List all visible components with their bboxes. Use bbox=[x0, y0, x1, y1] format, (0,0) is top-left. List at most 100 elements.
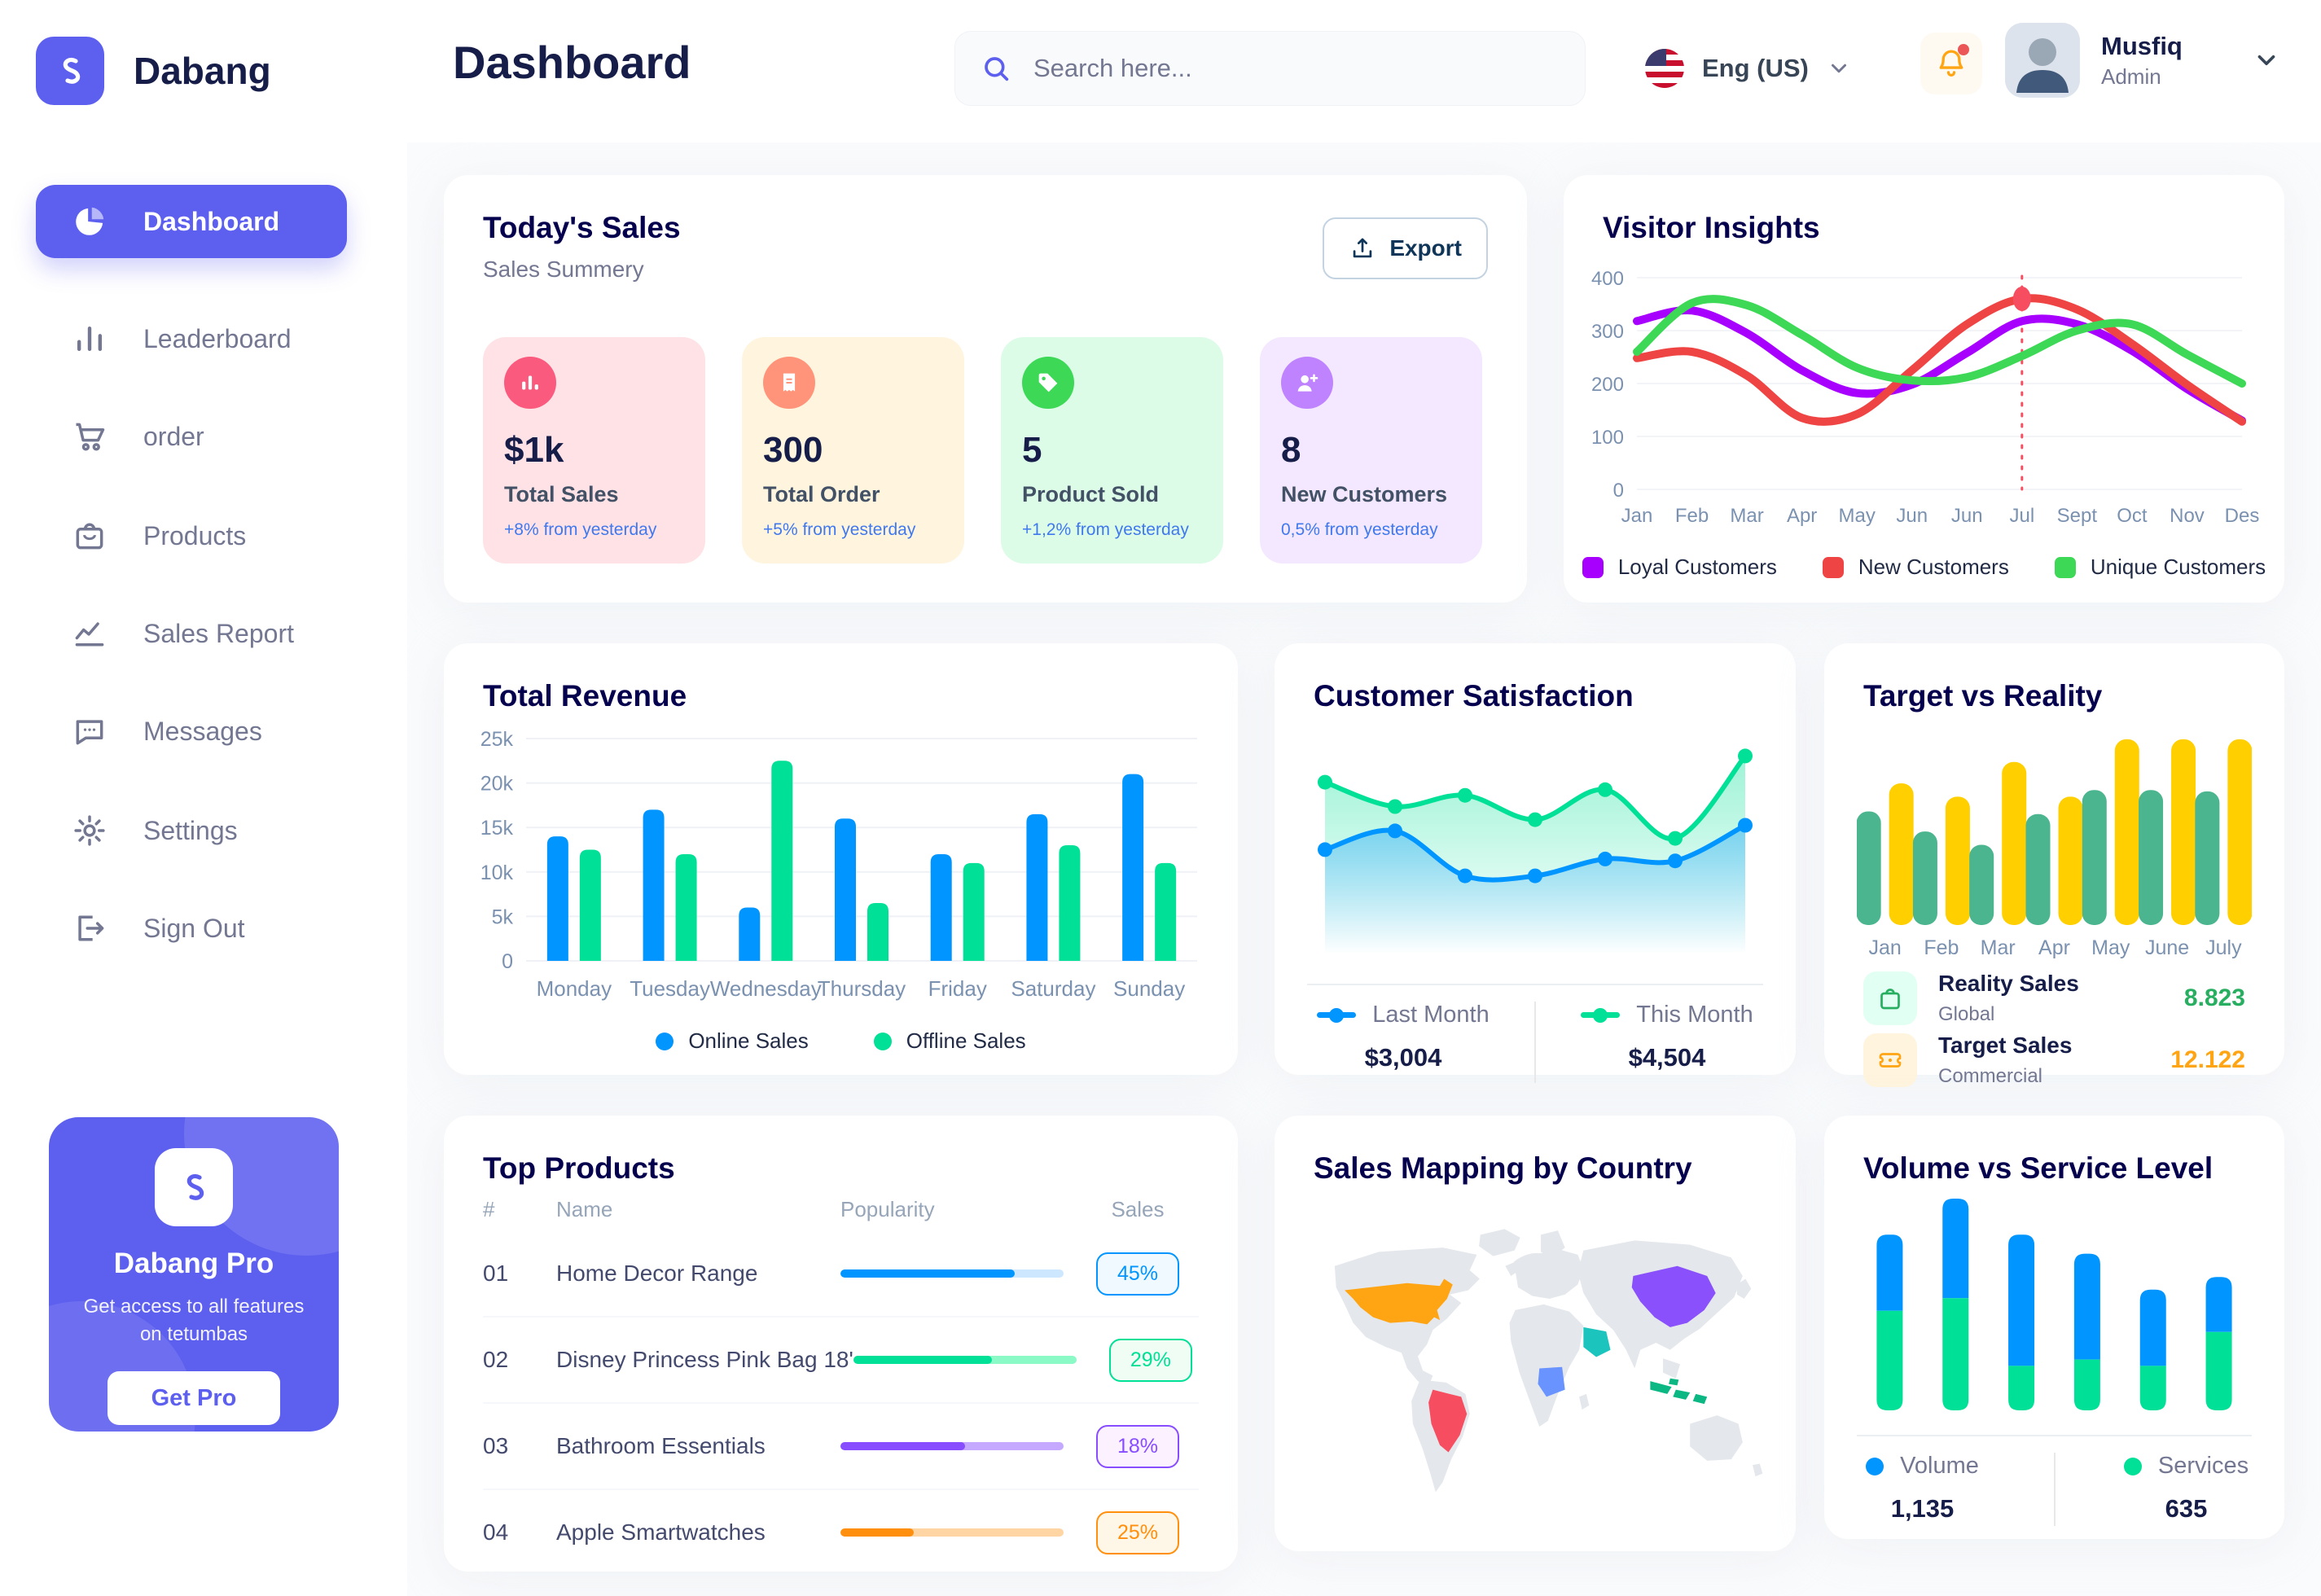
legend-swatch bbox=[1822, 556, 1844, 578]
legend-swatch bbox=[2054, 556, 2076, 578]
chevron-down-icon bbox=[1827, 56, 1851, 81]
pro-card-subtitle: Get access to all features on tetumbas bbox=[83, 1296, 305, 1345]
sidebar-item-sales-report[interactable]: Sales Report bbox=[36, 597, 347, 670]
sidebar-item-label: Dashboard bbox=[143, 206, 280, 236]
main-content: Today's Sales Sales Summery Export $1k T… bbox=[407, 142, 2321, 1596]
volume-service-legend: Volume 1,135 Services 635 bbox=[1824, 1453, 2284, 1526]
svg-text:Jul: Jul bbox=[2009, 505, 2034, 527]
sidebar-item-sign-out[interactable]: Sign Out bbox=[36, 892, 347, 965]
sidebar-item-label: Leaderboard bbox=[143, 323, 292, 353]
svg-text:Feb: Feb bbox=[1675, 505, 1709, 527]
sidebar-item-settings[interactable]: Settings bbox=[36, 794, 347, 867]
stat-label: New Customers bbox=[1281, 482, 1448, 506]
sidebar-item-products[interactable]: Products bbox=[36, 499, 347, 572]
country-usa bbox=[1345, 1278, 1453, 1325]
target-sales-value: 12.122 bbox=[2170, 1046, 2245, 1073]
top-products-rows: 01 Home Decor Range 45% 02 Disney Princess P… bbox=[483, 1231, 1199, 1575]
sign-out-icon bbox=[72, 910, 107, 946]
sales-mapping-title: Sales Mapping by Country bbox=[1314, 1151, 1692, 1185]
svg-text:Wednesday: Wednesday bbox=[710, 976, 822, 1001]
table-row: 03 Bathroom Essentials 18% bbox=[483, 1404, 1199, 1490]
stat-delta: +5% from yesterday bbox=[763, 520, 916, 539]
svg-text:Saturday: Saturday bbox=[1011, 976, 1095, 1001]
legend-dot bbox=[2123, 1457, 2142, 1475]
sidebar-item-messages[interactable]: Messages bbox=[36, 695, 347, 768]
volume-service-card: Volume vs Service Level Volume 1,135 Ser… bbox=[1824, 1116, 2284, 1539]
legend-dot bbox=[656, 1032, 674, 1050]
top-products-header: # Name Popularity Sales bbox=[483, 1197, 1199, 1222]
sidebar-item-label: Messages bbox=[143, 716, 262, 746]
sidebar-item-label: order bbox=[143, 421, 204, 451]
notifications-button[interactable] bbox=[1920, 33, 1982, 94]
legend-line-icon bbox=[1317, 1007, 1357, 1023]
legend-divider bbox=[1534, 1002, 1536, 1083]
sales-chart-icon bbox=[504, 357, 556, 409]
col-sales: Sales bbox=[1111, 1197, 1165, 1221]
svg-text:10k: 10k bbox=[480, 862, 514, 884]
divider bbox=[1857, 1435, 2252, 1436]
sidebar-item-leaderboard[interactable]: Leaderboard bbox=[36, 302, 347, 375]
divider bbox=[1307, 984, 1763, 985]
total-revenue-legend: Online Sales Offline Sales bbox=[444, 1028, 1238, 1054]
visitor-insights-card: Visitor Insights 400 300 200 100 0 Jan Feb Mar A… bbox=[1564, 175, 2284, 603]
stat-value: 8 bbox=[1281, 430, 1301, 470]
country-china bbox=[1631, 1265, 1716, 1327]
sidebar-item-order[interactable]: order bbox=[36, 400, 347, 473]
shopping-bag-icon bbox=[1863, 971, 1917, 1025]
stat-value: 300 bbox=[763, 430, 823, 470]
stat-label: Total Order bbox=[763, 482, 880, 506]
sidebar: Dashboard Leaderboard order Products Sal… bbox=[0, 142, 407, 1596]
country-saudi-arabia bbox=[1583, 1326, 1611, 1357]
target-vs-reality-chart: Jan Feb Mar Apr May June July bbox=[1857, 739, 2252, 959]
svg-text:0: 0 bbox=[502, 950, 513, 973]
legend-label: Volume bbox=[1900, 1453, 1979, 1479]
language-selector[interactable]: Eng (US) bbox=[1645, 42, 1851, 94]
dabang-logo-icon bbox=[36, 37, 104, 105]
last-month-total: $3,004 bbox=[1364, 1043, 1442, 1072]
chevron-down-icon bbox=[2253, 46, 2280, 74]
profile-menu[interactable]: Musfiq Admin bbox=[2005, 23, 2280, 98]
search-bar[interactable] bbox=[954, 31, 1586, 106]
legend-label: This Month bbox=[1636, 1002, 1753, 1028]
stat-delta: +8% from yesterday bbox=[504, 520, 657, 539]
popularity-bar bbox=[840, 1528, 1064, 1537]
brand-name: Dabang bbox=[134, 50, 271, 92]
product-number: 03 bbox=[483, 1433, 509, 1458]
popularity-bar bbox=[840, 1442, 1064, 1450]
sales-badge: 45% bbox=[1095, 1252, 1180, 1296]
language-label: Eng (US) bbox=[1702, 54, 1809, 82]
visitor-insights-legend: Loyal Customers New Customers Unique Cus… bbox=[1564, 555, 2284, 580]
stat-delta: +1,2% from yesterday bbox=[1022, 520, 1189, 539]
legend-label: Unique Customers bbox=[2090, 555, 2266, 579]
ticket-icon bbox=[1863, 1033, 1917, 1087]
visitor-insights-chart: 400 300 200 100 0 Jan Feb Mar Apr May Jun Jun Jul Sep… bbox=[1591, 268, 2259, 527]
customer-satisfaction-card: Customer Satisfaction Last Month $3,004 … bbox=[1275, 643, 1796, 1083]
svg-text:15k: 15k bbox=[480, 817, 514, 840]
col-popularity: Popularity bbox=[840, 1197, 935, 1221]
bar-chart-icon bbox=[72, 321, 107, 357]
line-chart-icon bbox=[72, 616, 107, 651]
get-pro-button[interactable]: Get Pro bbox=[107, 1371, 280, 1425]
legend-sublabel: Commercial bbox=[1938, 1065, 2043, 1087]
stat-label: Product Sold bbox=[1022, 482, 1159, 506]
pro-upgrade-card: Dabang Pro Get access to all features on… bbox=[49, 1117, 339, 1432]
svg-text:Jan: Jan bbox=[1621, 505, 1653, 527]
bell-icon bbox=[1934, 46, 1968, 81]
total-revenue-chart: 0 5k 10k 15k 20k 25k Monday Tuesday WednesdayThu… bbox=[480, 729, 1197, 1001]
export-button[interactable]: Export bbox=[1323, 217, 1488, 279]
page-title: Dashboard bbox=[453, 37, 691, 88]
chat-icon bbox=[72, 713, 107, 749]
svg-text:Sept: Sept bbox=[2057, 505, 2098, 527]
country-dr-congo bbox=[1538, 1366, 1565, 1397]
sales-mapping-card: Sales Mapping by Country bbox=[1275, 1116, 1796, 1551]
search-input[interactable] bbox=[1032, 53, 1560, 84]
stat-value: 5 bbox=[1022, 430, 1042, 470]
svg-text:200: 200 bbox=[1591, 374, 1624, 396]
avatar bbox=[2005, 23, 2080, 98]
svg-text:400: 400 bbox=[1591, 268, 1624, 290]
stat-label: Total Sales bbox=[504, 482, 619, 506]
col-name: Name bbox=[556, 1197, 613, 1221]
sidebar-item-dashboard[interactable]: Dashboard bbox=[36, 185, 347, 258]
sidebar-item-label: Sign Out bbox=[143, 913, 245, 943]
target-sales-legend: Target Sales Commercial 12.122 bbox=[1863, 1033, 2245, 1088]
